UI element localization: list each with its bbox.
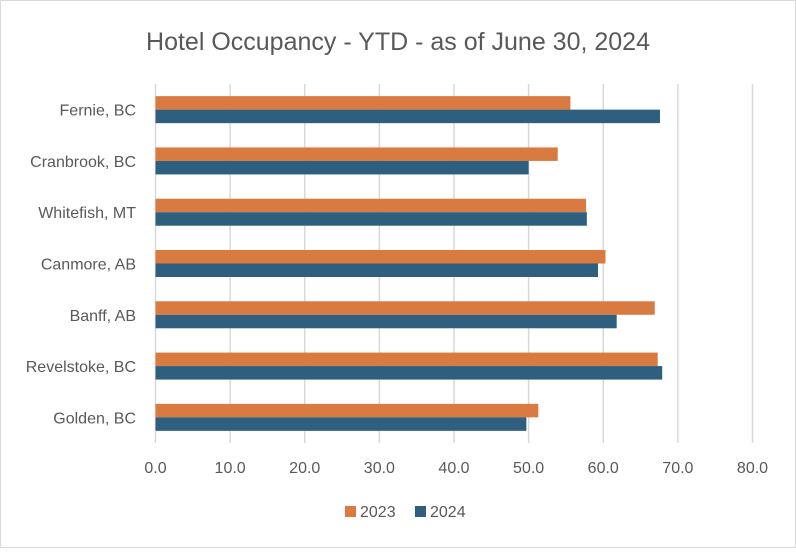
y-category-label: Golden, BC xyxy=(53,410,136,427)
legend-swatch xyxy=(415,506,426,517)
bar-2023 xyxy=(155,352,658,367)
chart-title: Hotel Occupancy - YTD - as of June 30, 2… xyxy=(146,28,650,56)
bar-2024 xyxy=(155,417,527,431)
y-category-label: Banff, AB xyxy=(70,308,136,325)
legend-label: 2024 xyxy=(430,504,466,521)
x-tick-label: 0.0 xyxy=(144,460,166,477)
y-category-label: Cranbrook, BC xyxy=(30,154,136,171)
bar-2023 xyxy=(155,147,558,161)
x-tick-label: 20.0 xyxy=(289,460,320,477)
bar-2023 xyxy=(155,301,655,315)
x-tick-label: 10.0 xyxy=(215,460,246,477)
y-category-label: Whitefish, MT xyxy=(38,205,136,222)
bar-2023 xyxy=(155,96,571,110)
bar-2023 xyxy=(155,250,606,264)
x-tick-label: 50.0 xyxy=(513,460,544,477)
legend-label: 2023 xyxy=(360,504,396,521)
x-tick-label: 40.0 xyxy=(438,460,469,477)
x-tick-label: 30.0 xyxy=(364,460,395,477)
bar-2023 xyxy=(155,198,587,213)
x-tick-label: 70.0 xyxy=(662,460,693,477)
x-tick-label: 60.0 xyxy=(588,460,619,477)
x-tick-label: 80.0 xyxy=(737,460,768,477)
bar-2024 xyxy=(155,263,599,277)
bar-2024 xyxy=(155,212,587,226)
y-category-label: Canmore, AB xyxy=(41,257,136,274)
bar-2024 xyxy=(155,314,617,329)
bar-2023 xyxy=(155,403,539,418)
bar-2024 xyxy=(155,109,660,124)
bar-2024 xyxy=(155,160,529,175)
bar-2024 xyxy=(155,366,663,380)
legend-swatch xyxy=(345,506,356,517)
y-category-label: Fernie, BC xyxy=(60,103,136,120)
y-category-label: Revelstoke, BC xyxy=(26,359,136,376)
